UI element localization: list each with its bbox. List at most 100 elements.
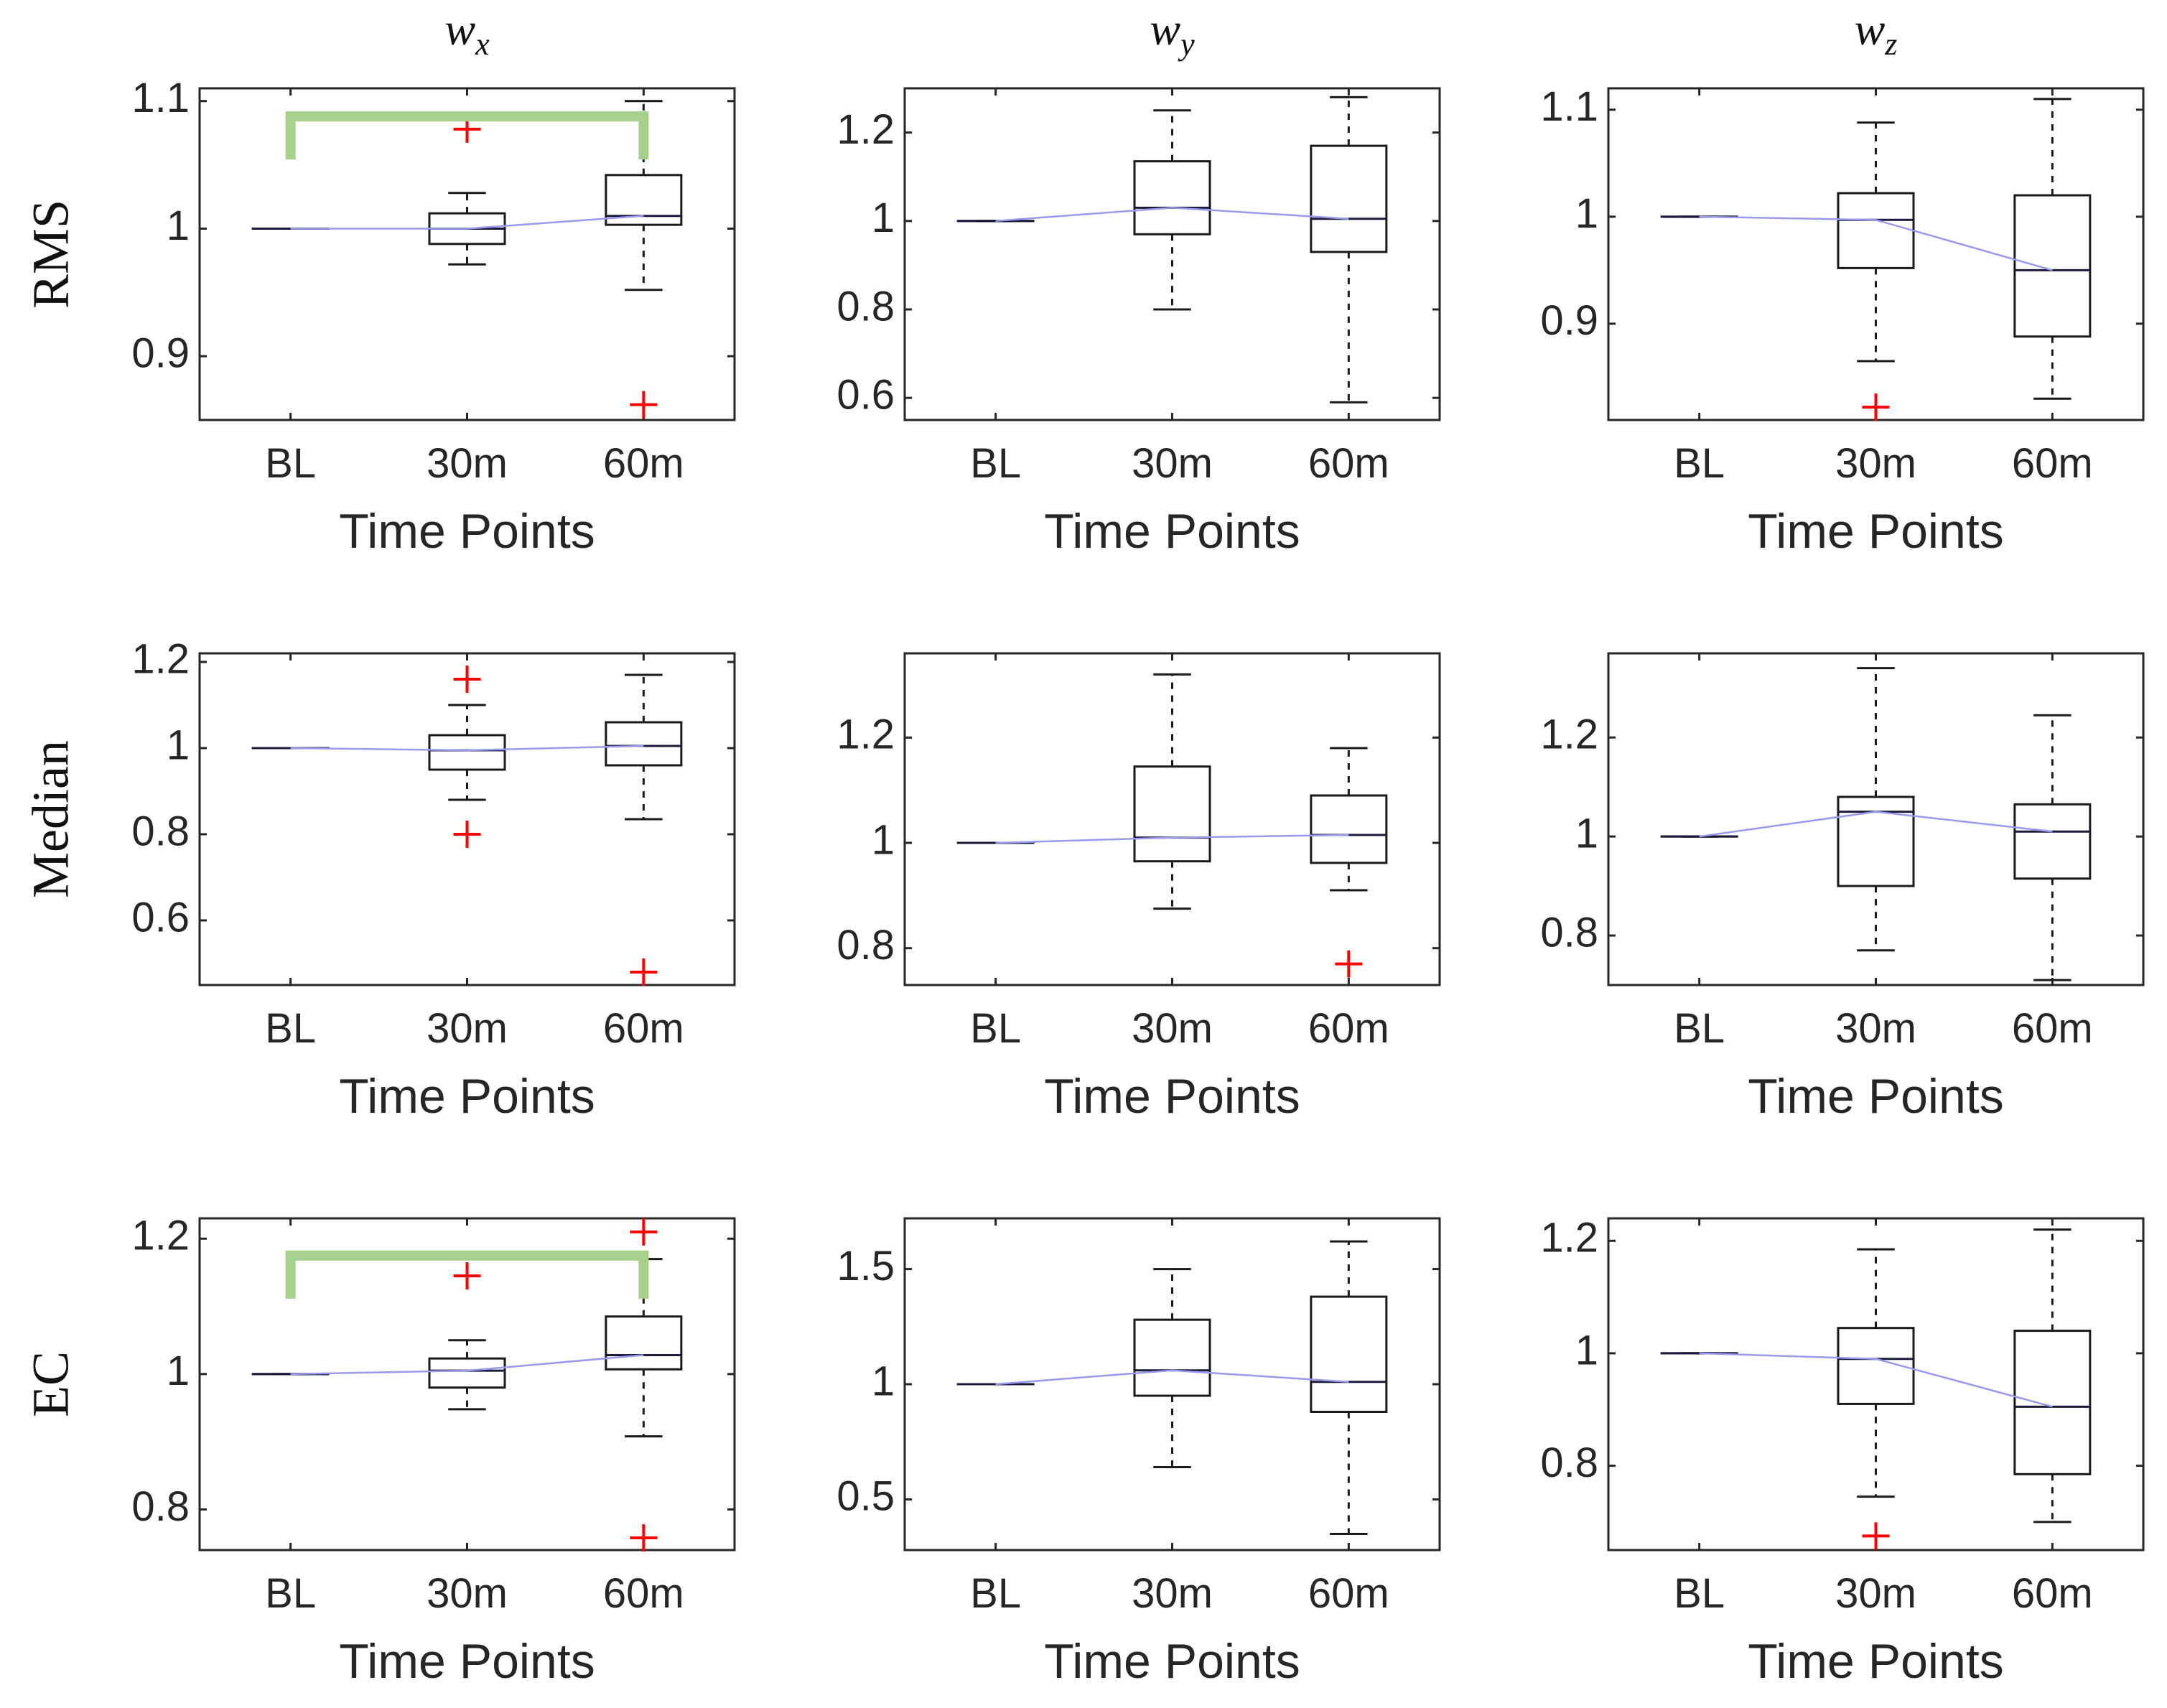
y-tick-label: 1 — [872, 195, 895, 241]
box-body — [2013, 1330, 2092, 1475]
x-tick-label-60m: 60m — [603, 1570, 684, 1617]
box-body — [605, 174, 683, 226]
y-tick-label: 1.1 — [1540, 83, 1598, 130]
y-tick-label: 1.2 — [131, 1213, 190, 1259]
x-tick-label-60m: 60m — [2012, 1005, 2093, 1052]
y-tick-label: 0.8 — [836, 922, 895, 969]
box-body — [428, 1357, 506, 1389]
column-title-w_x: wx — [444, 4, 490, 62]
outlier-marker — [630, 958, 658, 986]
median-trend-line — [1699, 1352, 2053, 1408]
x-tick-label-30m: 30m — [1132, 1005, 1213, 1052]
y-tick-label: 1 — [167, 202, 190, 249]
y-tick-label: 0.6 — [836, 372, 895, 419]
column-title-w_y: wy — [1150, 4, 1195, 62]
axes-frame — [903, 87, 1441, 421]
row-title-rms: RMS — [22, 200, 80, 309]
outlier-marker — [453, 821, 481, 848]
x-tick-label-30m: 30m — [427, 1570, 508, 1617]
x-axis-label: Time Points — [1748, 1634, 2003, 1689]
y-tick-label: 0.8 — [131, 808, 190, 854]
y-tick-label: 1.2 — [1540, 1215, 1598, 1261]
outlier-marker — [1862, 1522, 1890, 1550]
y-tick-label: 0.8 — [1540, 909, 1598, 956]
column-title-w_z: wz — [1855, 4, 1898, 62]
y-tick-label: 0.8 — [836, 283, 895, 330]
column-title-subscript: x — [475, 27, 490, 62]
x-tick-label-30m: 30m — [1835, 1005, 1916, 1052]
y-tick-label: 1 — [1575, 1327, 1598, 1373]
median-trend-line — [1699, 215, 2053, 271]
x-tick-label-30m: 30m — [427, 1005, 508, 1052]
x-tick-label-30m: 30m — [1835, 1570, 1916, 1617]
x-axis-label: Time Points — [339, 504, 595, 559]
box-body — [605, 721, 683, 767]
significance-bracket — [285, 1250, 649, 1299]
significance-bracket — [285, 111, 649, 160]
x-axis-label: Time Points — [1748, 1069, 2003, 1124]
axes-frame — [903, 652, 1441, 986]
row-title-median: Median — [22, 740, 80, 898]
y-tick-label: 1 — [872, 816, 895, 863]
outlier-marker — [630, 391, 658, 419]
x-tick-label-60m: 60m — [603, 1005, 684, 1052]
median-trend-line — [995, 1369, 1349, 1386]
box-body — [1310, 794, 1388, 864]
x-axis-label: Time Points — [1044, 504, 1300, 559]
row-title-ec: EC — [22, 1351, 80, 1417]
y-tick-label: 1 — [167, 1348, 190, 1394]
box-body — [2013, 803, 2092, 880]
median-trend-line — [290, 745, 644, 752]
y-tick-label: 1.2 — [1540, 711, 1598, 758]
column-title-subscript: y — [1178, 27, 1195, 62]
x-tick-label-bl: BL — [1674, 1005, 1725, 1052]
x-axis-label: Time Points — [1748, 504, 2003, 559]
x-tick-label-60m: 60m — [1308, 440, 1389, 487]
column-title-subscript: z — [1884, 27, 1897, 62]
box-body — [1133, 160, 1211, 235]
x-tick-label-30m: 30m — [427, 440, 508, 487]
y-tick-label: 1.2 — [836, 711, 895, 758]
y-tick-label: 0.8 — [131, 1483, 190, 1530]
x-axis-label: Time Points — [1044, 1634, 1300, 1689]
x-tick-label-bl: BL — [970, 1005, 1021, 1052]
x-tick-label-30m: 30m — [1835, 440, 1916, 487]
x-tick-label-60m: 60m — [2012, 440, 2093, 487]
box-body — [605, 1315, 683, 1371]
x-tick-label-60m: 60m — [603, 440, 684, 487]
median-trend-line — [290, 215, 644, 230]
box-body — [1310, 144, 1388, 253]
x-tick-label-bl: BL — [1674, 1570, 1725, 1617]
x-axis-label: Time Points — [339, 1634, 595, 1689]
box-30m — [1837, 1248, 1915, 1550]
box-60m — [1310, 1240, 1388, 1536]
outlier-marker — [630, 1524, 658, 1552]
box-body — [2013, 194, 2092, 338]
x-tick-label-bl: BL — [970, 440, 1021, 487]
box-body — [1837, 795, 1915, 887]
column-title-base: w — [444, 4, 475, 55]
y-tick-label: 1.5 — [836, 1243, 895, 1289]
y-tick-label: 0.9 — [1540, 297, 1598, 344]
x-tick-label-bl: BL — [265, 440, 316, 487]
y-tick-label: 0.5 — [836, 1473, 895, 1520]
y-tick-label: 0.6 — [131, 894, 190, 941]
box-body — [1133, 1318, 1211, 1397]
y-tick-label: 1 — [1575, 190, 1598, 237]
axes-frame — [1607, 87, 2145, 421]
axes-frame — [1607, 1217, 2145, 1551]
box-60m — [2013, 98, 2092, 400]
outlier-marker — [1335, 950, 1363, 978]
x-tick-label-bl: BL — [265, 1570, 316, 1617]
outlier-marker — [1862, 393, 1890, 421]
column-title-base: w — [1150, 4, 1180, 55]
x-tick-label-bl: BL — [1674, 440, 1725, 487]
